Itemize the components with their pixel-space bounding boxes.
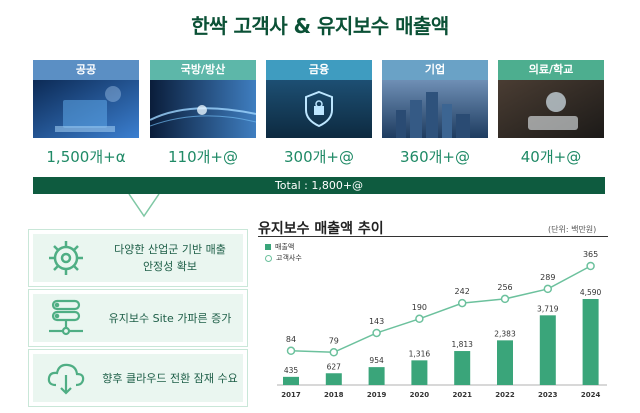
bar-value-label: 1,316 [409, 349, 431, 358]
category-image [150, 80, 256, 138]
bar [539, 315, 556, 385]
feature-box: 다양한 산업군 기반 매출 안정성 확보 [28, 229, 248, 287]
chart-unit: (단위: 백만원) [548, 225, 597, 234]
bar [454, 351, 471, 385]
x-tick-label: 2023 [538, 391, 558, 399]
page-title: 한싹 고객사 & 유지보수 매출액 [191, 14, 449, 38]
category-card-defense: 국방/방산 [150, 60, 256, 138]
x-tick-label: 2018 [324, 391, 344, 399]
legend-label: 매출액 [275, 243, 295, 251]
category-image [498, 80, 604, 138]
category-card-finance: 금융 [266, 60, 372, 138]
line-value-label: 365 [583, 250, 598, 259]
legend-swatch-line [265, 254, 272, 262]
line-value-label: 84 [286, 335, 296, 344]
line-point [372, 328, 381, 338]
line-point [500, 294, 510, 304]
line-value-label: 289 [540, 273, 555, 282]
bar-value-label: 4,590 [580, 288, 602, 297]
bar-value-label: 954 [369, 356, 384, 365]
feature-box: 향후 클라우드 전환 잠재 수요 [28, 349, 248, 407]
bar [582, 299, 599, 385]
category-card-public: 공공 [33, 60, 139, 138]
line-value-label: 256 [497, 283, 512, 292]
legend-item-bar: 매출액 [265, 242, 294, 252]
bar [411, 360, 428, 385]
line-point [286, 346, 296, 356]
bar-value-label: 627 [327, 362, 342, 371]
line-point [586, 261, 595, 271]
bar-value-label: 2,383 [494, 329, 516, 338]
category-count: 110개+@ [168, 148, 238, 166]
x-tick-label: 2020 [410, 391, 430, 399]
category-count: 300개+@ [284, 148, 354, 166]
line-point [329, 348, 339, 357]
category-card-medical-school: 의료/학교 [498, 60, 604, 138]
line-point [543, 284, 553, 294]
line-value-label: 190 [412, 303, 427, 312]
category-image [33, 80, 139, 138]
x-tick-label: 2019 [367, 391, 387, 399]
line-point [415, 314, 424, 324]
bar [368, 367, 385, 385]
line-series [290, 265, 591, 354]
category-count: 360개+@ [400, 148, 470, 166]
category-count: 1,500개+α [46, 148, 126, 166]
total-bar: Total : 1,800+@ [33, 177, 605, 194]
bar-value-label: 3,719 [537, 304, 559, 313]
line-value-label: 143 [369, 317, 384, 326]
category-card-enterprise: 기업 [382, 60, 488, 138]
category-label: 금융 [266, 60, 372, 80]
bar-value-label: 1,813 [451, 340, 473, 349]
feature-text: 향후 클라우드 전환 잠재 수요 [102, 371, 238, 385]
legend-swatch-bar [265, 244, 271, 250]
x-tick-label: 2024 [581, 391, 601, 399]
maintenance-revenue-chart: 435 2017 627 2018 954 2019 1,316 2020 1,813 2021 2… [277, 250, 607, 399]
legend-label: 고객사수 [276, 254, 302, 262]
gear-icon [49, 241, 83, 275]
category-image [382, 80, 488, 138]
bar [325, 373, 342, 385]
bar [497, 340, 513, 385]
bar-value-label: 435 [284, 366, 299, 375]
category-label: 기업 [382, 60, 488, 80]
legend-item-line: 고객사수 [265, 253, 302, 263]
network-nodes-icon [49, 299, 83, 336]
feature-text: 유지보수 Site 가파른 증가 [108, 311, 232, 325]
category-label: 국방/방산 [150, 60, 256, 80]
feature-box: 유지보수 Site 가파른 증가 [28, 289, 248, 347]
chart-title-underline [258, 236, 608, 237]
chart-title: 유지보수 매출액 추이 [258, 221, 384, 237]
x-tick-label: 2017 [281, 391, 301, 399]
bar [283, 376, 299, 385]
pointer-arrow [128, 194, 160, 218]
cloud-download-icon [47, 363, 85, 395]
x-tick-label: 2022 [495, 391, 515, 399]
category-count: 40개+@ [520, 148, 582, 166]
x-tick-label: 2021 [452, 391, 472, 399]
feature-text: 다양한 산업군 기반 매출 안정성 확보 [114, 243, 226, 273]
line-value-label: 79 [329, 336, 339, 345]
category-label: 공공 [33, 60, 139, 80]
category-label: 의료/학교 [498, 60, 604, 80]
line-value-label: 242 [455, 287, 470, 296]
category-image [266, 80, 372, 138]
line-point [457, 298, 467, 308]
